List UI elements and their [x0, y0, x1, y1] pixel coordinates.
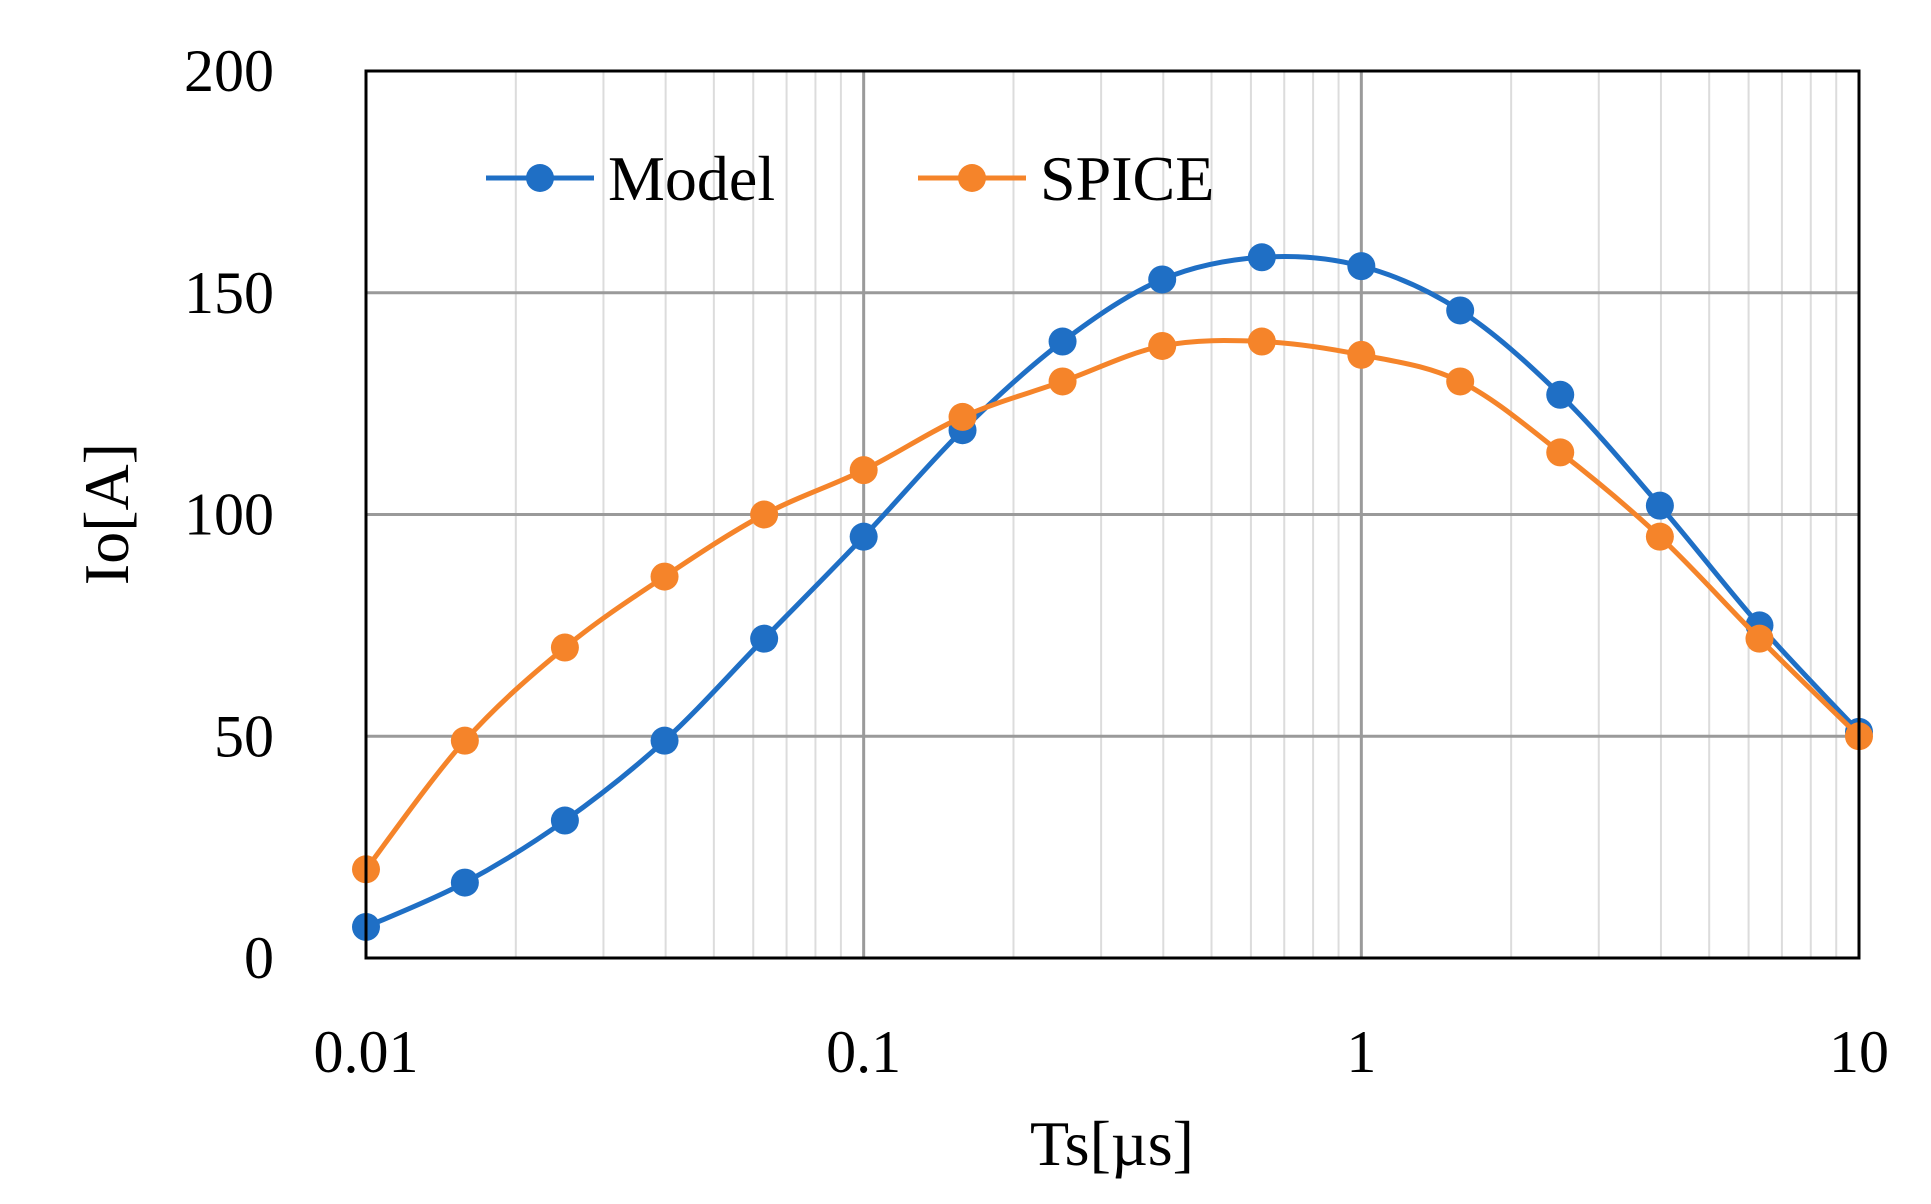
- spice-data-point: [849, 456, 878, 485]
- model-data-point: [1247, 243, 1276, 272]
- spice-data-point: [1745, 624, 1774, 653]
- x-tick-label: 1: [1346, 1019, 1376, 1085]
- spice-data-point: [1645, 522, 1674, 551]
- plot-area-frame: [364, 69, 1861, 960]
- model-data-point: [550, 806, 579, 835]
- x-tick-label: 0.1: [826, 1019, 901, 1085]
- legend-spice-label: SPICE: [1040, 143, 1214, 214]
- spice-data-point: [750, 500, 779, 529]
- y-tick-label: 200: [184, 38, 274, 104]
- model-data-point: [1446, 296, 1475, 325]
- model-data-point: [1645, 491, 1674, 520]
- spice-data-point: [1247, 327, 1276, 356]
- y-tick-label: 150: [184, 260, 274, 326]
- spice-data-point: [1546, 438, 1575, 467]
- model-data-point: [750, 624, 779, 653]
- x-tick-label: 10: [1829, 1019, 1889, 1085]
- model-series-line: [364, 253, 1861, 930]
- y-tick-label: 0: [244, 925, 274, 991]
- legend-model-label: Model: [608, 143, 775, 214]
- y-tick-label: 100: [184, 482, 274, 548]
- spice-data-point: [948, 402, 977, 431]
- y-axis-ticks: 0 50 100 150 200: [184, 38, 274, 991]
- x-axis-ticks: 0.01 0.1 1 10: [314, 1019, 1890, 1085]
- y-tick-label: 50: [214, 703, 274, 769]
- x-axis-label: Ts[µs]: [1030, 1108, 1194, 1179]
- model-data-point: [650, 726, 679, 755]
- spice-data-point: [1446, 367, 1475, 396]
- spice-data-point: [1048, 367, 1077, 396]
- model-data-point: [1148, 265, 1177, 294]
- spice-data-point: [1347, 340, 1376, 369]
- spice-series-line: [364, 338, 1861, 871]
- model-data-point: [1048, 327, 1077, 356]
- y-axis-label: Io[A]: [71, 443, 142, 585]
- series-layer: [352, 243, 1873, 941]
- x-tick-label: 0.01: [314, 1019, 419, 1085]
- legend: Model SPICE: [486, 143, 1214, 214]
- model-data-point: [1347, 252, 1376, 281]
- model-data-point: [849, 522, 878, 551]
- model-data-point: [450, 868, 479, 897]
- legend-model-marker: [526, 164, 554, 192]
- spice-data-point: [450, 726, 479, 755]
- spice-data-point: [550, 633, 579, 662]
- spice-data-point: [650, 562, 679, 591]
- spice-data-point: [1148, 331, 1177, 360]
- model-data-point: [1546, 380, 1575, 409]
- legend-spice-marker: [958, 164, 986, 192]
